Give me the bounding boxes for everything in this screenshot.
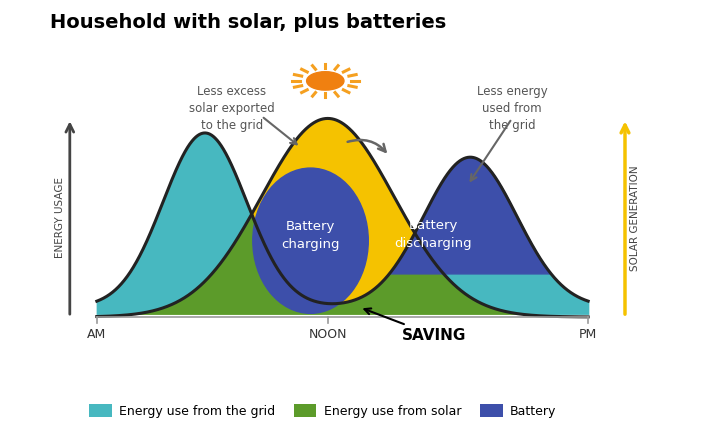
Text: Less excess
solar exported
to the grid: Less excess solar exported to the grid bbox=[189, 84, 275, 132]
Text: NOON: NOON bbox=[308, 328, 347, 341]
Text: Household with solar, plus batteries: Household with solar, plus batteries bbox=[50, 13, 446, 32]
Text: PM: PM bbox=[579, 328, 597, 341]
Circle shape bbox=[306, 72, 344, 90]
Text: Battery
charging: Battery charging bbox=[281, 220, 340, 252]
Text: SOLAR GENERATION: SOLAR GENERATION bbox=[630, 165, 640, 271]
Text: Battery
discharging: Battery discharging bbox=[395, 219, 472, 250]
Text: Less energy
used from
the grid: Less energy used from the grid bbox=[477, 84, 547, 132]
Text: SAVING: SAVING bbox=[365, 308, 466, 343]
Text: ENERGY USAGE: ENERGY USAGE bbox=[55, 177, 65, 258]
Text: AM: AM bbox=[87, 328, 106, 341]
Legend: Energy use from the grid, Energy use from solar, Battery: Energy use from the grid, Energy use fro… bbox=[84, 398, 562, 422]
Ellipse shape bbox=[253, 168, 368, 314]
